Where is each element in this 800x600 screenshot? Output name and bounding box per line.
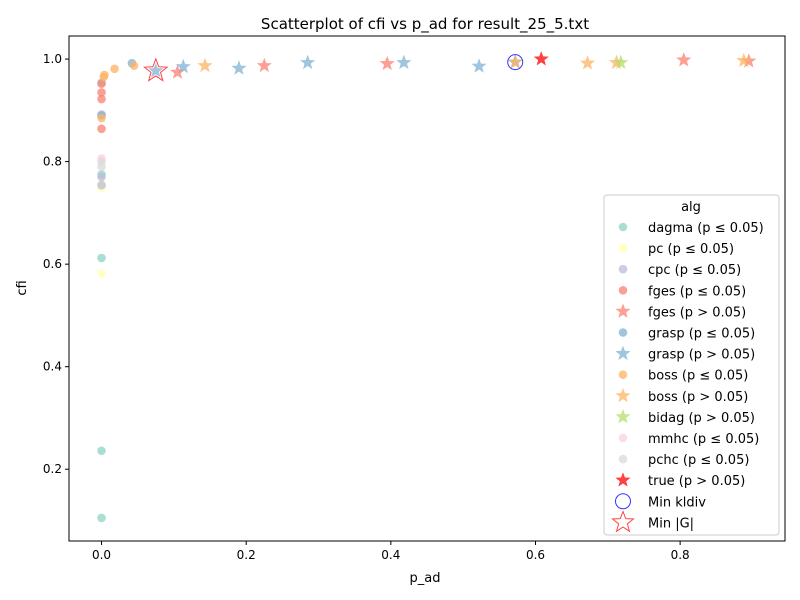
legend-label: boss (p > 0.05) (648, 390, 748, 405)
legend-title: alg (681, 200, 701, 215)
point-fges-p-0-05 (379, 55, 395, 71)
legend-marker (615, 472, 631, 487)
point-boss-p-0-05 (100, 70, 109, 80)
x-tick-label: 0.6 (526, 548, 545, 562)
legend-label: fges (p > 0.05) (648, 305, 746, 320)
point-boss-p-0-05 (197, 57, 213, 73)
point-boss-p-0-05 (507, 54, 523, 69)
point-grasp-p-0-05 (396, 54, 412, 70)
point-pc-p-0-05 (97, 269, 106, 278)
y-axis-label: cfi (15, 280, 30, 295)
point-boss-p-0-05 (110, 64, 119, 74)
legend-marker (615, 493, 631, 510)
point-fges-p-0-05 (676, 52, 692, 67)
y-axis: 0.2 0.4 0.6 0.8 1.0 (43, 52, 69, 476)
legend-label: boss (p ≤ 0.05) (648, 369, 748, 384)
legend-label: grasp (p ≤ 0.05) (648, 327, 755, 342)
point-grasp-p-0-05 (231, 60, 247, 75)
legend-marker (618, 454, 628, 464)
point-dagma-p-0-05 (97, 446, 106, 456)
point-grasp-p-0-05 (471, 58, 487, 73)
legend-marker (618, 328, 628, 337)
point-grasp-p-0-05 (148, 62, 164, 78)
legend-box (603, 194, 780, 536)
point-dagma-p-0-05 (97, 253, 106, 263)
point-boss-p-0-05 (736, 52, 752, 68)
legend-marker (618, 370, 628, 380)
point-fges-p-0-05 (741, 53, 757, 68)
point-grasp-p-0-05 (175, 58, 191, 74)
point-fges-p-0-05 (97, 124, 106, 134)
x-tick-label: 0.2 (237, 548, 256, 562)
x-tick-label: 0.0 (92, 548, 111, 562)
legend-marker (618, 433, 628, 443)
plot-frame (68, 35, 786, 542)
point-boss-p-0-05 (97, 113, 106, 123)
legend-label: pc (p ≤ 0.05) (648, 242, 734, 257)
y-tick-label: 0.4 (43, 360, 62, 374)
x-tick-label: 0.4 (381, 548, 400, 562)
point-fges-p-0-05 (97, 88, 106, 97)
legend-label: cpc (p ≤ 0.05) (648, 263, 741, 278)
y-tick-label: 0.2 (43, 462, 62, 476)
legend-label: bidag (p > 0.05) (648, 411, 755, 426)
x-axis: 0.0 0.2 0.4 0.6 0.8 (92, 541, 690, 562)
legend-label: mmhc (p ≤ 0.05) (648, 432, 759, 447)
point-bidag-p-0-05 (613, 54, 629, 70)
point-fges-p-0-05 (169, 64, 186, 79)
legend-marker (618, 222, 628, 232)
legend-marker (618, 286, 628, 295)
legend: alg dagma (p ≤ 0.05) pc (p ≤ 0.05) cpc (p … (603, 194, 780, 536)
point-boss-p-0-05 (129, 61, 139, 71)
point-cpc-p-0-05 (97, 172, 106, 182)
point-cpc-p-0-05 (97, 180, 106, 190)
legend-label: true (p > 0.05) (648, 474, 745, 489)
legend-label: pchc (p ≤ 0.05) (648, 453, 749, 468)
legend-marker (615, 408, 631, 424)
point-min-kldiv (507, 54, 524, 71)
legend-marker (611, 509, 635, 533)
point-min-g (143, 57, 169, 82)
point-fges-p-0-05 (256, 57, 272, 73)
y-tick-label: 1.0 (43, 52, 62, 66)
legend-marker (618, 243, 628, 253)
legend-label: Min kldiv (648, 495, 706, 510)
point-boss-p-0-05 (579, 55, 596, 70)
x-tick-label: 0.8 (671, 548, 690, 562)
point-grasp-p-0-05 (300, 54, 316, 70)
point-dagma-p-0-05 (97, 513, 106, 523)
legend-label: fges (p ≤ 0.05) (648, 284, 746, 299)
legend-marker (618, 264, 628, 274)
y-tick-label: 0.8 (43, 155, 62, 169)
point-fges-p-0-05 (97, 79, 106, 88)
legend-marker (615, 303, 631, 318)
x-axis-label: p_ad (410, 571, 441, 586)
legend-label: Min |G| (648, 516, 694, 531)
legend-label: dagma (p ≤ 0.05) (648, 221, 764, 236)
y-tick-label: 0.6 (43, 257, 62, 271)
point-pchc-p-0-05 (97, 157, 106, 166)
legend-marker (615, 345, 631, 361)
point-true-p-0-05 (533, 51, 549, 66)
plot-points (97, 51, 757, 523)
legend-items: dagma (p ≤ 0.05) pc (p ≤ 0.05) cpc (p ≤ 0.… (611, 221, 764, 533)
chart-title: Scatterplot of cfi vs p_ad for result_25… (261, 15, 589, 34)
legend-label: grasp (p > 0.05) (648, 348, 755, 363)
point-fges-p-0-05 (97, 94, 106, 104)
legend-marker (615, 387, 631, 403)
